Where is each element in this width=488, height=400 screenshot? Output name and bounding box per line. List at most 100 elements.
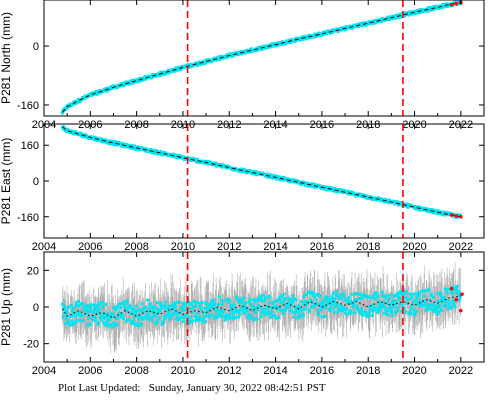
- observation-point: [239, 298, 244, 302]
- observation-point: [132, 315, 136, 319]
- x-axis: 2004 2006 2008 2010 2012 2014 2016 2018 2020 2022: [32, 0, 485, 131]
- observation-point: [361, 313, 365, 317]
- observation-point: [266, 306, 270, 310]
- observation-point: [123, 306, 127, 311]
- observation-point: [101, 320, 106, 325]
- observation-point: [315, 301, 319, 306]
- observation-point: [444, 303, 448, 307]
- observation-point: [354, 291, 358, 296]
- observation-point: [411, 292, 415, 296]
- observation-point: [80, 313, 85, 318]
- observation-point: [212, 298, 216, 302]
- observation-point: [450, 291, 454, 295]
- observation-point: [331, 291, 336, 295]
- observation-point: [295, 310, 299, 314]
- observation-point: [326, 296, 330, 300]
- observation-point: [81, 318, 85, 323]
- observation-point: [219, 314, 223, 319]
- observation-point: [168, 317, 172, 321]
- x-tick-label: 2012: [217, 365, 241, 377]
- observation-point: [69, 303, 73, 307]
- observation-point: [136, 317, 141, 321]
- observation-point: [132, 321, 136, 325]
- y-tick-label: 0: [33, 41, 39, 53]
- observation-point: [380, 302, 385, 307]
- observation-point: [437, 304, 441, 308]
- observation-point: [236, 315, 241, 319]
- y-axis-label: P281 East (mm): [0, 138, 13, 225]
- observation-point: [60, 302, 64, 306]
- observation-point: [373, 297, 377, 301]
- observation-point: [333, 297, 337, 301]
- x-tick-label: 2018: [356, 241, 380, 253]
- observation-point: [386, 309, 391, 313]
- observation-point: [69, 323, 73, 327]
- observation-point: [159, 307, 163, 311]
- x-tick-label: 2006: [78, 365, 102, 377]
- observation-point: [198, 304, 202, 308]
- observation-point: [287, 296, 291, 300]
- observation-point: [144, 305, 148, 309]
- recent-point: [460, 292, 464, 296]
- observation-point: [94, 307, 98, 312]
- observation-point: [134, 304, 139, 308]
- y-tick-label: -160: [17, 212, 39, 224]
- observation-point: [131, 307, 135, 311]
- last-updated-footer: Plot Last Updated: Sunday, January 30, 2…: [58, 382, 326, 394]
- y-tick-label: 0: [33, 176, 39, 188]
- observation-point: [152, 308, 156, 312]
- observation-point: [449, 305, 453, 309]
- x-axis: 2004 2006 2008 2010 2012 2014 2016 2018 2020 2022: [32, 124, 485, 253]
- observation-point: [86, 316, 91, 320]
- observation-point: [121, 316, 125, 321]
- observation-point: [173, 304, 178, 308]
- observation-point: [170, 303, 174, 308]
- x-axis: 2004 2006 2008 2010 2012 2014 2016 2018 2020 2022: [32, 252, 485, 377]
- observation-point: [455, 284, 460, 288]
- observation-point: [65, 310, 69, 314]
- observation-point: [438, 291, 443, 295]
- observation-point: [222, 309, 226, 313]
- observation-point: [92, 303, 96, 307]
- plot-frame: [43, 0, 485, 117]
- observation-point: [318, 294, 322, 298]
- observation-point: [213, 301, 217, 306]
- observation-point: [227, 298, 231, 302]
- observation-point: [265, 310, 269, 314]
- observation-point: [100, 314, 104, 318]
- observation-point: [225, 316, 229, 320]
- panel-1: 2004 2006 2008 2010 2012 2014 2016 2018 2020 2022…: [0, 0, 485, 131]
- observation-point: [140, 302, 144, 306]
- observation-point: [347, 295, 351, 300]
- observation-point: [414, 310, 418, 314]
- y-tick-label: -20: [23, 339, 39, 351]
- observation-point: [139, 322, 143, 326]
- observation-point: [234, 315, 238, 319]
- data-layer: [60, 124, 463, 219]
- observation-point: [116, 316, 120, 320]
- observation-point: [375, 291, 379, 295]
- observation-point: [92, 310, 96, 314]
- observation-point: [93, 315, 98, 320]
- observation-point: [350, 292, 354, 296]
- x-tick-label: 2004: [32, 365, 56, 377]
- observation-point: [184, 301, 188, 305]
- observation-point: [202, 316, 206, 320]
- observation-point: [105, 312, 110, 316]
- observation-point: [89, 303, 94, 307]
- observation-point: [416, 303, 420, 307]
- observation-point: [297, 304, 301, 308]
- observation-point: [370, 313, 375, 317]
- observation-point: [363, 310, 368, 314]
- observation-point: [314, 298, 318, 302]
- observation-point: [427, 288, 431, 292]
- observation-point: [73, 320, 77, 324]
- observation-point: [78, 318, 82, 323]
- model-line: [62, 295, 461, 319]
- observation-point: [439, 293, 443, 298]
- observation-point: [217, 295, 221, 299]
- observation-point: [431, 295, 435, 299]
- observation-point: [242, 296, 246, 300]
- observation-point: [95, 310, 99, 314]
